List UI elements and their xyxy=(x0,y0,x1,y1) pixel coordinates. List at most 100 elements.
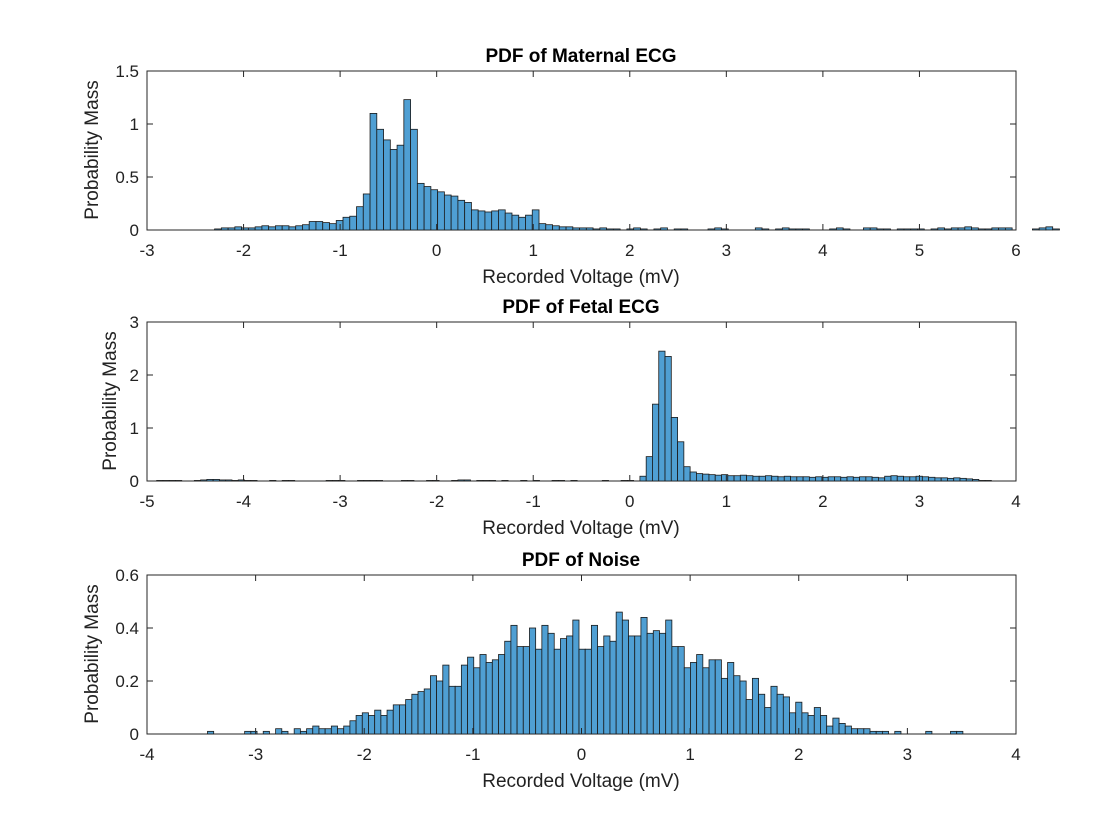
fetal-bar xyxy=(871,476,879,482)
noise-xtick-label: -2 xyxy=(357,745,372,764)
fetal-bar xyxy=(664,356,672,482)
noise-bar xyxy=(535,648,543,735)
fetal-bar xyxy=(978,480,986,482)
maternal-bar xyxy=(261,225,270,231)
noise-bar xyxy=(529,627,537,735)
noise-bar xyxy=(851,728,859,735)
noise-bar xyxy=(578,648,586,735)
maternal-bar xyxy=(775,228,783,231)
noise-bar xyxy=(516,646,524,735)
maternal-bar xyxy=(795,228,804,231)
maternal-ytick-labels: 0 0.5 1 1.5 xyxy=(115,62,139,240)
maternal-bar xyxy=(281,225,290,231)
fetal-bar xyxy=(168,480,176,482)
noise-bar xyxy=(665,619,673,735)
fetal-bar xyxy=(947,477,955,482)
maternal-bar xyxy=(579,227,587,231)
maternal-bar xyxy=(443,194,452,231)
maternal-bar xyxy=(329,223,337,231)
noise-bar xyxy=(646,632,654,735)
maternal-bar xyxy=(612,228,621,231)
maternal-bar xyxy=(450,195,459,231)
maternal-bar xyxy=(606,228,614,231)
fetal-bar xyxy=(802,476,810,482)
maternal-bar xyxy=(998,227,1006,231)
maternal-bar xyxy=(585,227,594,231)
noise-bar xyxy=(349,720,357,735)
fetal-bar xyxy=(357,480,365,482)
noise-bar xyxy=(844,725,852,735)
maternal-bar xyxy=(836,227,844,231)
noise-bar xyxy=(813,707,821,735)
fetal-bar xyxy=(626,480,635,482)
fetal-bar xyxy=(601,480,609,482)
maternal-bar xyxy=(721,228,729,231)
fetal-xtick-label: 0 xyxy=(625,492,634,511)
maternal-bar xyxy=(220,227,229,231)
noise-bar xyxy=(504,640,512,735)
maternal-xtick-label: 4 xyxy=(818,241,827,260)
noise-bar xyxy=(708,659,716,735)
fetal-bar xyxy=(903,476,911,482)
fetal-bar xyxy=(269,480,277,482)
maternal-bar xyxy=(545,224,553,231)
noise-bar xyxy=(690,662,698,735)
noise-bar xyxy=(560,638,568,735)
fetal-bar xyxy=(212,479,220,482)
noise-bar xyxy=(572,619,580,735)
fetal-bar xyxy=(658,350,666,482)
maternal-bar xyxy=(322,222,330,231)
noise-bar xyxy=(745,699,753,735)
fetal-bar xyxy=(827,476,835,482)
maternal-bar xyxy=(829,228,837,231)
noise-bar xyxy=(318,728,326,735)
maternal-bar xyxy=(599,227,608,231)
noise-xtick-label: 1 xyxy=(685,745,694,764)
fetal-bar xyxy=(363,480,371,482)
maternal-bar xyxy=(531,209,540,231)
noise-bar xyxy=(770,685,778,735)
maternal-bar xyxy=(369,113,378,231)
maternal-bar xyxy=(869,227,878,231)
noise-bar xyxy=(683,667,691,735)
noise-bar xyxy=(758,693,766,735)
fetal-bar xyxy=(670,416,678,482)
maternal-bar xyxy=(680,228,689,231)
maternal-bar xyxy=(342,216,351,231)
noise-bar xyxy=(820,715,828,735)
fetal-bar xyxy=(331,480,340,482)
maternal-bar xyxy=(781,227,790,231)
noise-title: PDF of Noise xyxy=(522,550,640,571)
noise-bar xyxy=(293,728,301,735)
fetal-bar xyxy=(727,475,735,482)
noise-bar xyxy=(454,685,462,735)
fetal-bar xyxy=(890,475,898,482)
noise-bar xyxy=(405,699,413,735)
noise-bar xyxy=(789,712,797,735)
noise-bar xyxy=(436,680,444,735)
fetal-bar xyxy=(457,479,465,482)
maternal-bar xyxy=(389,149,398,231)
fetal-bar xyxy=(896,475,904,482)
fetal-bar xyxy=(808,476,817,482)
noise-bar xyxy=(423,688,431,735)
noise-bar xyxy=(609,640,617,735)
noise-bar xyxy=(498,654,506,735)
fetal-bar xyxy=(193,480,201,482)
fetal-bar xyxy=(488,480,496,482)
fetal-bar xyxy=(281,480,289,482)
noise-bar xyxy=(399,704,407,735)
fetal-xtick-label: -4 xyxy=(236,492,251,511)
fetal-ytick-label: 0 xyxy=(130,472,139,491)
maternal-bar xyxy=(214,228,222,231)
noise-bar xyxy=(764,707,772,735)
maternal-ytick-label: 0 xyxy=(130,221,139,240)
fetal-bar xyxy=(928,476,936,482)
noise-bar xyxy=(739,680,747,735)
fetal-bar xyxy=(746,475,754,482)
maternal-bar xyxy=(511,214,520,231)
maternal-bar xyxy=(288,226,297,231)
noise-bar xyxy=(881,730,889,735)
noise-bar xyxy=(386,709,394,735)
fetal-bar xyxy=(909,476,917,482)
